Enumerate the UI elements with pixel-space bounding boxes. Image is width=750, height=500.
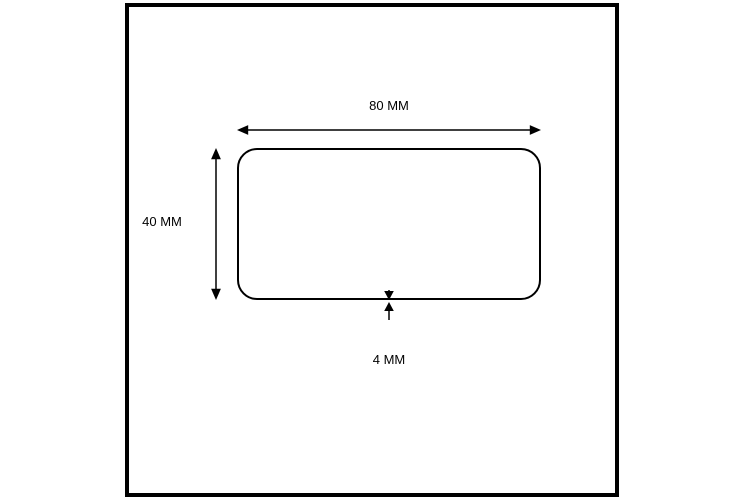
rounded-rectangle (237, 148, 541, 300)
width-dimension-label: 80 MM (359, 98, 419, 113)
diagram-canvas: 80 MM 40 MM 4 MM (0, 0, 750, 500)
corner-dimension-label: 4 MM (359, 352, 419, 367)
height-dimension-label: 40 MM (132, 214, 192, 229)
